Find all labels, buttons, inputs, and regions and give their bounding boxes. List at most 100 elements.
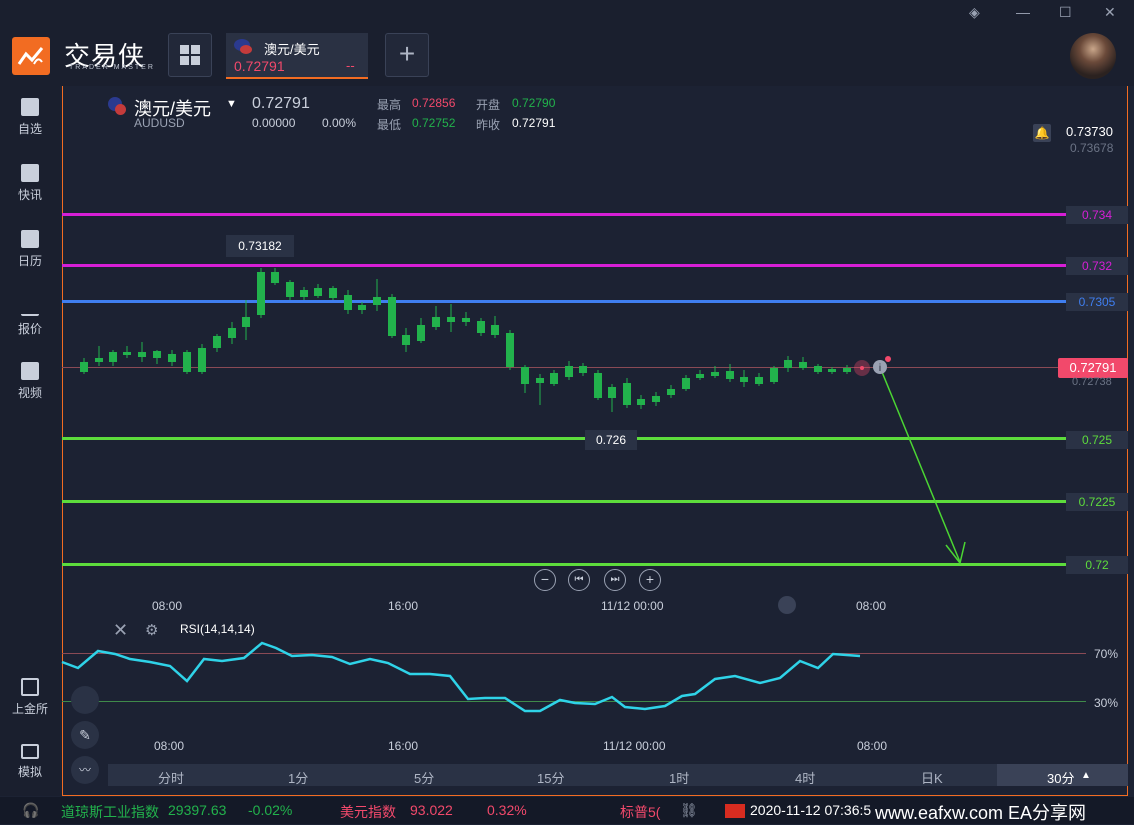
candle-body (550, 373, 558, 384)
watermark: www.eafxw.com EA分享网 (875, 803, 1087, 823)
close-indicator-icon[interactable]: ✕ (113, 620, 129, 640)
rsi-time-label: 11/12 00:00 (603, 739, 666, 753)
rsi-lower-label: 30% (1094, 696, 1119, 710)
layout-grid-button[interactable] (168, 33, 212, 77)
rsi-title: RSI(14,14,14) (180, 622, 255, 636)
candle-type-icon[interactable] (71, 686, 99, 714)
candle-body (388, 297, 396, 336)
candle-body (696, 374, 704, 378)
level-line-072[interactable] (62, 563, 1066, 566)
logo-icon (12, 37, 50, 75)
candle-body (623, 383, 631, 405)
crosshair-toggle-button[interactable] (778, 596, 796, 614)
level-line-0732[interactable] (62, 264, 1066, 267)
open-label: 开盘 (476, 98, 501, 112)
tf-30m[interactable]: 30分 (1047, 771, 1075, 786)
candle-body (358, 305, 366, 310)
tf-daily[interactable]: 日K (921, 771, 943, 786)
low-marker: 0.726 (585, 430, 637, 450)
maximize-icon[interactable]: ☐ (1059, 4, 1072, 20)
tf-5m[interactable]: 5分 (414, 771, 435, 786)
tf-4h[interactable]: 4时 (795, 771, 816, 786)
sidebar-item-label: 自选 (17, 122, 42, 136)
headset-icon[interactable]: 🎧 (22, 802, 40, 818)
header-change-pct: 0.00% (322, 116, 357, 130)
sidebar-item-label: 模拟 (17, 765, 42, 779)
current-price-label: 0.72791 (1058, 358, 1128, 378)
skin-icon[interactable]: ◈ (969, 4, 980, 20)
header-price: 0.72791 (252, 95, 310, 112)
sidebar-item-demo[interactable]: 模拟 (0, 744, 60, 780)
rsi-lower-line (62, 701, 1086, 702)
level-label-0734: 0.734 (1066, 206, 1128, 224)
candle-body (373, 297, 381, 305)
minimize-icon[interactable]: — (1016, 4, 1030, 20)
chevron-down-icon[interactable]: ▼ (226, 98, 237, 110)
high-label: 最高 (377, 98, 402, 112)
candle-body (168, 354, 176, 362)
candle-body (344, 295, 352, 310)
candle-body (432, 317, 440, 327)
settings-icon[interactable]: ⚙ (145, 622, 159, 639)
sidebar-item-label: 快讯 (17, 188, 42, 202)
prev-close-value: 0.72791 (512, 116, 556, 130)
symbol-name[interactable]: 澳元/美元 (134, 99, 212, 119)
candle-body (198, 348, 206, 372)
sidebar-item-favorites[interactable]: 自选 (0, 98, 60, 137)
close-icon[interactable]: ✕ (1104, 4, 1116, 20)
tf-1h[interactable]: 1时 (669, 771, 690, 786)
sidebar-item-news[interactable]: 快讯 (0, 164, 60, 203)
indicator-icon[interactable]: 〰 (71, 756, 99, 784)
time-label: 11/12 00:00 (601, 599, 664, 613)
exchange-icon (21, 678, 39, 696)
link-icon[interactable]: ⛓ (680, 802, 698, 818)
avatar[interactable] (1070, 33, 1116, 79)
datetime: 2020-11-12 07:36:5 (750, 802, 872, 818)
tf-30m-tab[interactable] (997, 764, 1128, 786)
level-line-07305[interactable] (62, 300, 1066, 303)
candle-body (608, 387, 616, 398)
rsi-time-label: 08:00 (857, 739, 888, 753)
tf-1m[interactable]: 1分 (288, 771, 309, 786)
axis-top-price-2: 0.73678 (1070, 141, 1114, 155)
zoom-in-button[interactable]: + (639, 569, 661, 591)
level-line-0734[interactable] (62, 213, 1066, 216)
sidebar-item-label: 视频 (17, 386, 42, 400)
candle-body (271, 272, 279, 283)
rsi-upper-line (62, 653, 1086, 654)
usd-index-value: 93.022 (410, 802, 453, 818)
tab-symbol: 澳元/美元 (264, 42, 320, 57)
candle-body (814, 366, 822, 372)
chevron-up-icon[interactable]: ▲ (1081, 770, 1091, 781)
zoom-out-button[interactable]: − (534, 569, 556, 591)
timeframe-bar: 分时 1分 5分 15分 1时 4时 日K 30分 ▲ (108, 764, 1128, 786)
candle-body (565, 366, 573, 377)
sidebar-item-sge[interactable]: 上金所 (0, 678, 60, 717)
sidebar-item-label: 日历 (17, 254, 42, 268)
symbol-tab[interactable]: 澳元/美元 0.72791 -- (226, 33, 368, 79)
candle-body (799, 362, 807, 368)
high-marker: 0.73182 (226, 235, 294, 257)
scroll-end-button[interactable]: ⏭ (604, 569, 626, 591)
sidebar-item-video[interactable]: 视频 (0, 362, 60, 401)
tf-15m[interactable]: 15分 (537, 771, 565, 786)
sidebar-item-quotes[interactable]: 报价 (0, 296, 60, 337)
sidebar-item-calendar[interactable]: 日历 (0, 230, 60, 269)
pencil-icon[interactable]: ✎ (71, 721, 99, 749)
candle-body (109, 352, 117, 362)
tf-tick[interactable]: 分时 (158, 771, 185, 786)
candle-body (402, 335, 410, 345)
level-label-0732: 0.732 (1066, 257, 1128, 275)
level-line-0725[interactable] (62, 437, 1066, 440)
sidebar-item-label: 报价 (17, 322, 42, 336)
bell-icon[interactable]: 🔔 (1033, 124, 1051, 142)
candle-body (417, 325, 425, 341)
scroll-start-button[interactable]: ⏮ (568, 569, 590, 591)
level-line-07225[interactable] (62, 500, 1066, 503)
dow-label: 道琼斯工业指数 (61, 804, 159, 820)
candle-body (755, 377, 763, 384)
candle-body (637, 399, 645, 405)
add-tab-button[interactable]: + (385, 33, 429, 77)
candle-body (536, 378, 544, 383)
